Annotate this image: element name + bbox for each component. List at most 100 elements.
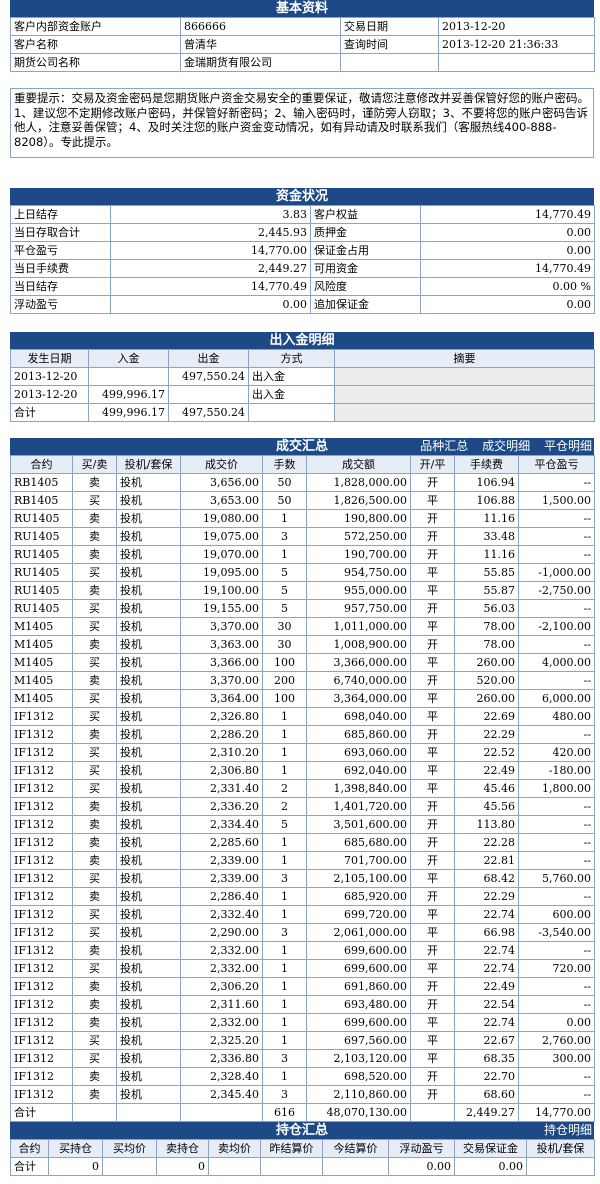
field-value: 14,770.49 — [110, 277, 311, 296]
link-position-detail[interactable]: 持仓明细 — [543, 1123, 592, 1137]
table-row: RU1405 卖投机 19,075.00 3 572,250.00 开 33.48 -- — [10, 527, 595, 546]
field-label: 期货公司名称 — [10, 53, 181, 72]
table-cell: 开 — [410, 977, 455, 996]
column-header: 卖持仓 — [156, 1139, 209, 1158]
table-cell: IF1312 — [10, 1049, 73, 1068]
table-cell: 22.70 — [454, 1067, 519, 1086]
table-row: IF1312 卖投机 2,339.00 1 701,700.00 开 22.81 -- — [10, 851, 595, 870]
table-cell: 2,328.40 — [180, 1067, 263, 1086]
table-cell: 499,996.17 — [88, 385, 169, 404]
funds-header: 资金状况 — [10, 188, 594, 205]
table-cell: 106.88 — [454, 491, 519, 510]
column-header: 浮动盈亏 — [388, 1139, 455, 1158]
table-cell: 开 — [410, 995, 455, 1014]
table-cell: 投机 — [116, 1049, 181, 1068]
field-value — [438, 53, 595, 72]
table-cell: 3 — [262, 923, 307, 942]
table-row: RU1405 卖投机 19,100.00 5 955,000.00 平 55.87 -2,75… — [10, 581, 595, 600]
table-cell: 开 — [410, 509, 455, 528]
table-cell: 19,100.00 — [180, 581, 263, 600]
table-cell: 平 — [410, 707, 455, 726]
field-label: 可用资金 — [310, 259, 421, 278]
table-cell — [410, 1103, 455, 1122]
table-cell: 30 — [262, 617, 307, 636]
table-row: RB1405 卖投机 3,656.00 50 1,828,000.00 开 106.94 -- — [10, 473, 595, 492]
field-label: 追加保证金 — [310, 295, 421, 314]
table-cell: -- — [518, 815, 595, 834]
table-cell: 卖 — [72, 797, 117, 816]
table-cell — [248, 403, 335, 422]
table-cell: 22.29 — [454, 725, 519, 744]
table-cell: 买 — [72, 743, 117, 762]
funds-table: 上日结存 3.83 客户权益 14,770.49 当日存取合计 2,445.93 质押金 0.… — [10, 205, 595, 314]
table-cell: 1 — [262, 1013, 307, 1032]
table-cell: 1 — [262, 977, 307, 996]
table-row: 2013-12-20 499,996.17 出入金 — [10, 385, 595, 404]
link-close-detail[interactable]: 平仓明细 — [543, 439, 592, 453]
table-cell: 平 — [410, 581, 455, 600]
table-cell: 投机 — [116, 959, 181, 978]
positions-table: 合约 买持仓 买均价 卖持仓 卖均价 昨结算价 今结算价 浮动盈亏 交易保证金 投机/套保 合计 0 0… — [10, 1139, 595, 1176]
table-cell: 600.00 — [518, 905, 595, 924]
table-row: M1405 买投机 3,366.00 100 3,366,000.00 平 260.00 4,… — [10, 653, 595, 672]
table-cell: 2,103,120.00 — [306, 1049, 411, 1068]
table-cell: IF1312 — [10, 1085, 73, 1104]
table-cell: 3,364.00 — [180, 689, 263, 708]
table-cell: -- — [518, 977, 595, 996]
field-label: 查询时间 — [340, 35, 439, 54]
table-cell: 开 — [410, 527, 455, 546]
table-cell: 投机 — [116, 599, 181, 618]
trades-title: 成交汇总 — [275, 439, 328, 454]
table-cell: IF1312 — [10, 761, 73, 780]
table-cell: 开 — [410, 797, 455, 816]
column-header: 合约 — [10, 1139, 49, 1158]
table-cell: 691,860.00 — [306, 977, 411, 996]
table-cell: 697,560.00 — [306, 1031, 411, 1050]
table-cell: 499,996.17 — [88, 403, 169, 422]
field-value: 2,449.27 — [110, 259, 311, 278]
table-cell: IF1312 — [10, 905, 73, 924]
table-cell: 投机 — [116, 527, 181, 546]
table-cell: 45.46 — [454, 779, 519, 798]
table-cell: 投机 — [116, 635, 181, 654]
table-row: IF1312 买投机 2,339.00 3 2,105,100.00 平 68.42 5,76… — [10, 869, 595, 888]
column-header: 卖均价 — [208, 1139, 261, 1158]
table-cell: 1 — [262, 887, 307, 906]
table-cell: 卖 — [72, 1013, 117, 1032]
field-label: 当日手续费 — [10, 259, 111, 278]
table-cell: 698,520.00 — [306, 1067, 411, 1086]
table-cell: IF1312 — [10, 887, 73, 906]
table-cell: 投机 — [116, 509, 181, 528]
table-cell: 2,105,100.00 — [306, 869, 411, 888]
table-cell: 出入金 — [248, 367, 335, 386]
column-header: 手续费 — [454, 455, 519, 474]
table-cell: 3 — [262, 869, 307, 888]
table-cell: 卖 — [72, 1085, 117, 1104]
column-header: 成交额 — [306, 455, 411, 474]
total-row: 合计 616 48,070,130.00 2,449.27 14,770.00 — [10, 1103, 595, 1122]
field-label: 交易日期 — [340, 17, 439, 36]
table-cell: IF1312 — [10, 779, 73, 798]
table-cell: 45.56 — [454, 797, 519, 816]
table-row: M1405 买投机 3,364.00 100 3,364,000.00 平 260.00 6,… — [10, 689, 595, 708]
field-value: 3.83 — [110, 205, 311, 224]
table-cell: 19,075.00 — [180, 527, 263, 546]
positions-header: 持仓汇总 持仓明细 — [10, 1122, 594, 1139]
table-cell: 1,401,720.00 — [306, 797, 411, 816]
table-cell: 3,501,600.00 — [306, 815, 411, 834]
table-cell: 2 — [262, 779, 307, 798]
link-trade-detail[interactable]: 成交明细 — [482, 439, 531, 453]
table-cell: 投机 — [116, 1031, 181, 1050]
table-cell: 买 — [72, 779, 117, 798]
table-cell: 685,920.00 — [306, 887, 411, 906]
table-cell: 卖 — [72, 545, 117, 564]
column-header: 买/卖 — [72, 455, 117, 474]
table-row: IF1312 买投机 2,290.00 3 2,061,000.00 平 66.98 -3,5… — [10, 923, 595, 942]
table-cell: 开 — [410, 851, 455, 870]
table-cell: 68.35 — [454, 1049, 519, 1068]
table-cell: 开 — [410, 815, 455, 834]
table-cell: 平 — [410, 779, 455, 798]
table-cell — [260, 1157, 323, 1176]
table-cell: 22.74 — [454, 905, 519, 924]
link-variety-summary[interactable]: 品种汇总 — [420, 439, 469, 453]
